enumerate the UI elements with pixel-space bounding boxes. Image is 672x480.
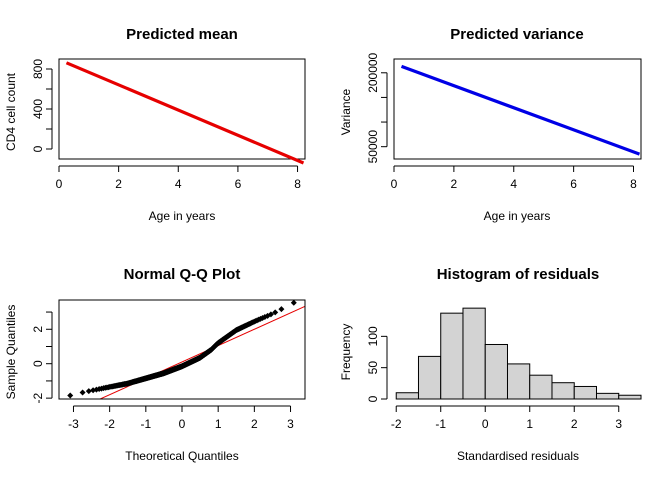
y-axis-label: CD4 cell count [4, 72, 18, 151]
histogram-bar [440, 312, 464, 400]
x-tick-label: 2 [251, 417, 258, 431]
x-tick-label: 0 [179, 417, 186, 431]
y-tick-label: 400 [31, 99, 45, 119]
histogram-bar [595, 392, 620, 400]
x-tick-label: 3 [615, 417, 622, 431]
x-tick-label: 0 [391, 177, 398, 191]
y-axis-label: Frequency [339, 324, 353, 381]
x-tick-label: 2 [115, 177, 122, 191]
y-tick-label: -2 [31, 392, 45, 403]
x-tick-label: 2 [451, 177, 458, 191]
x-axis-label: Standardised residuals [457, 449, 579, 463]
qq-point [85, 388, 92, 395]
y-tick-label: 50000 [366, 130, 380, 164]
histogram-bar [573, 385, 597, 400]
y-tick-label: 50 [366, 361, 380, 375]
x-axis-label: Theoretical Quantiles [125, 449, 238, 463]
y-tick-label: 0 [366, 395, 380, 402]
y-tick-label: 800 [31, 59, 45, 79]
x-tick-label: 2 [571, 417, 578, 431]
x-tick-label: 6 [235, 177, 242, 191]
x-tick-label: 0 [482, 417, 489, 431]
x-tick-label: 6 [570, 177, 577, 191]
x-tick-label: 8 [294, 177, 301, 191]
histogram-of-residuals-panel: Histogram of residuals Standardised resi… [339, 266, 642, 463]
x-tick-label: -1 [140, 417, 151, 431]
panel-title: Histogram of residuals [437, 266, 600, 283]
qq-point [79, 389, 86, 396]
histogram-bar [529, 374, 553, 400]
y-axis-label: Sample Quantiles [4, 305, 18, 400]
x-tick-label: -2 [104, 417, 115, 431]
histogram-bar [506, 363, 531, 400]
x-tick-label: -3 [68, 417, 79, 431]
histogram-bar [395, 392, 419, 400]
y-tick-label: 0 [31, 145, 45, 152]
x-axis-label: Age in years [149, 209, 216, 223]
x-tick-label: 8 [630, 177, 637, 191]
plot-frame [393, 58, 642, 160]
x-tick-label: -1 [435, 417, 446, 431]
plot-frame [58, 58, 306, 160]
x-tick-label: -2 [391, 417, 402, 431]
qq-point [278, 306, 285, 313]
panel-title: Normal Q-Q Plot [124, 266, 241, 283]
y-tick-label: 2 [31, 326, 45, 333]
histogram-bar [618, 394, 642, 400]
qq-point [272, 309, 279, 316]
plot-frame [58, 299, 306, 400]
qq-point [267, 311, 274, 318]
series-line [65, 61, 305, 165]
histogram-bar [551, 382, 575, 400]
x-axis-label: Age in years [484, 209, 551, 223]
y-tick-label: 200000 [366, 52, 380, 92]
x-tick-label: 0 [56, 177, 63, 191]
x-tick-label: 1 [526, 417, 533, 431]
histogram-bar [462, 307, 486, 400]
predicted-variance-panel: Predicted variance Age in years Variance… [339, 26, 642, 223]
y-tick-label: 0 [31, 360, 45, 367]
qq-point [290, 299, 297, 306]
x-tick-label: 3 [287, 417, 294, 431]
series-line [400, 64, 641, 156]
qq-reference-line [98, 305, 305, 399]
x-tick-label: 4 [510, 177, 517, 191]
histogram-bar [484, 343, 508, 400]
panel-title: Predicted variance [450, 26, 583, 43]
histogram-bar [417, 355, 442, 400]
panel-title: Predicted mean [126, 26, 238, 43]
normal-qq-plot-panel: Normal Q-Q Plot Theoretical Quantiles Sa… [4, 266, 306, 463]
qq-point [67, 392, 74, 399]
y-tick-label: 100 [366, 326, 380, 346]
predicted-mean-panel: Predicted mean Age in years CD4 cell cou… [4, 26, 306, 223]
x-tick-label: 4 [175, 177, 182, 191]
x-tick-label: 1 [215, 417, 222, 431]
y-axis-label: Variance [339, 88, 353, 135]
